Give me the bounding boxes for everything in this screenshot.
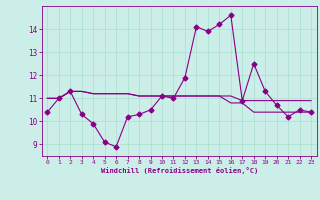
- X-axis label: Windchill (Refroidissement éolien,°C): Windchill (Refroidissement éolien,°C): [100, 167, 258, 174]
